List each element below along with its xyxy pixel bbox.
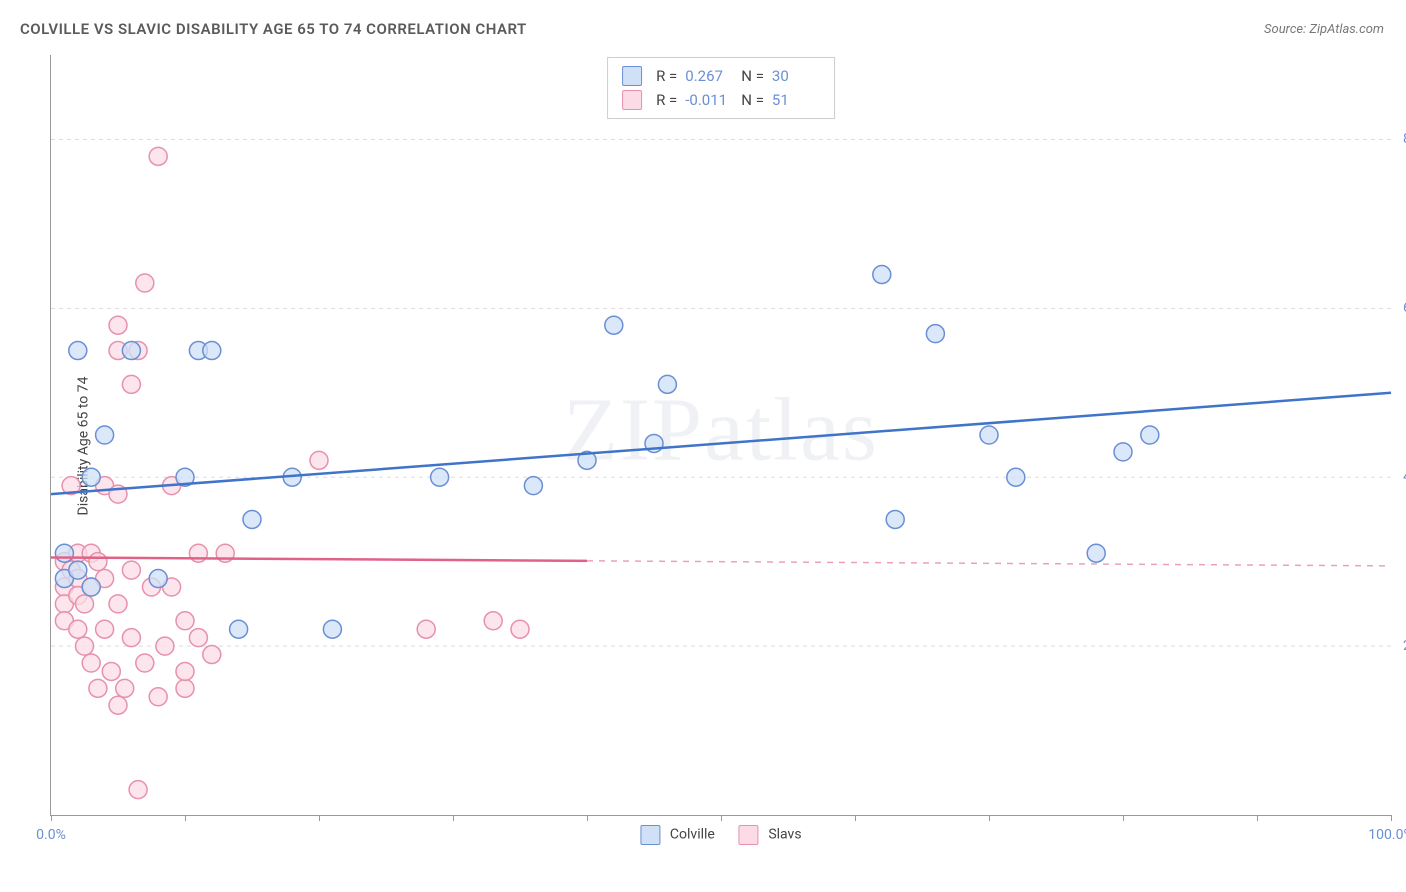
legend-label-slavs: Slavs bbox=[768, 827, 801, 843]
x-tick-label: 100.0% bbox=[1368, 827, 1406, 843]
x-tick-label: 0.0% bbox=[36, 827, 66, 843]
legend-swatch-pink bbox=[622, 90, 642, 110]
stat-legend: R = 0.267 N = 30 R = -0.011 N = 51 bbox=[607, 57, 835, 119]
y-tick-label: 40.0% bbox=[1395, 469, 1406, 485]
x-tick-mark bbox=[453, 815, 454, 821]
x-tick-mark bbox=[185, 815, 186, 821]
stat-R-label: R = bbox=[656, 64, 677, 88]
x-tick-mark bbox=[1123, 815, 1124, 821]
plot-area: ZIPatlas R = 0.267 N = 30 R = -0.011 N =… bbox=[50, 55, 1391, 816]
stat-N-colville: 30 bbox=[772, 64, 820, 88]
x-tick-mark bbox=[319, 815, 320, 821]
bottom-legend: Colville Slavs bbox=[640, 825, 801, 845]
legend-label-colville: Colville bbox=[670, 827, 715, 843]
legend-swatch-blue bbox=[640, 825, 660, 845]
stat-N-label: N = bbox=[741, 64, 764, 88]
legend-swatch-blue bbox=[622, 66, 642, 86]
x-tick-mark bbox=[1391, 815, 1392, 821]
trend-line bbox=[51, 557, 587, 560]
stat-N-slavs: 51 bbox=[772, 88, 820, 112]
x-tick-mark bbox=[1257, 815, 1258, 821]
x-tick-mark bbox=[51, 815, 52, 821]
y-tick-label: 60.0% bbox=[1395, 300, 1406, 316]
trend-line-dashed bbox=[587, 561, 1391, 566]
stat-R-colville: 0.267 bbox=[685, 64, 733, 88]
stat-N-label: N = bbox=[741, 88, 764, 112]
x-tick-mark bbox=[989, 815, 990, 821]
chart-title: COLVILLE VS SLAVIC DISABILITY AGE 65 TO … bbox=[20, 20, 527, 38]
trend-line bbox=[51, 393, 1391, 494]
source-label: Source: ZipAtlas.com bbox=[1264, 22, 1384, 37]
legend-item-slavs: Slavs bbox=[739, 825, 802, 845]
legend-item-colville: Colville bbox=[640, 825, 714, 845]
trend-lines-layer bbox=[51, 55, 1391, 815]
y-tick-label: 20.0% bbox=[1395, 638, 1406, 654]
x-tick-mark bbox=[587, 815, 588, 821]
y-tick-label: 80.0% bbox=[1395, 131, 1406, 147]
stat-R-label: R = bbox=[656, 88, 677, 112]
legend-swatch-pink bbox=[739, 825, 759, 845]
stat-legend-row-slavs: R = -0.011 N = 51 bbox=[622, 88, 820, 112]
x-tick-mark bbox=[721, 815, 722, 821]
stat-legend-row-colville: R = 0.267 N = 30 bbox=[622, 64, 820, 88]
x-tick-mark bbox=[855, 815, 856, 821]
stat-R-slavs: -0.011 bbox=[685, 88, 733, 112]
